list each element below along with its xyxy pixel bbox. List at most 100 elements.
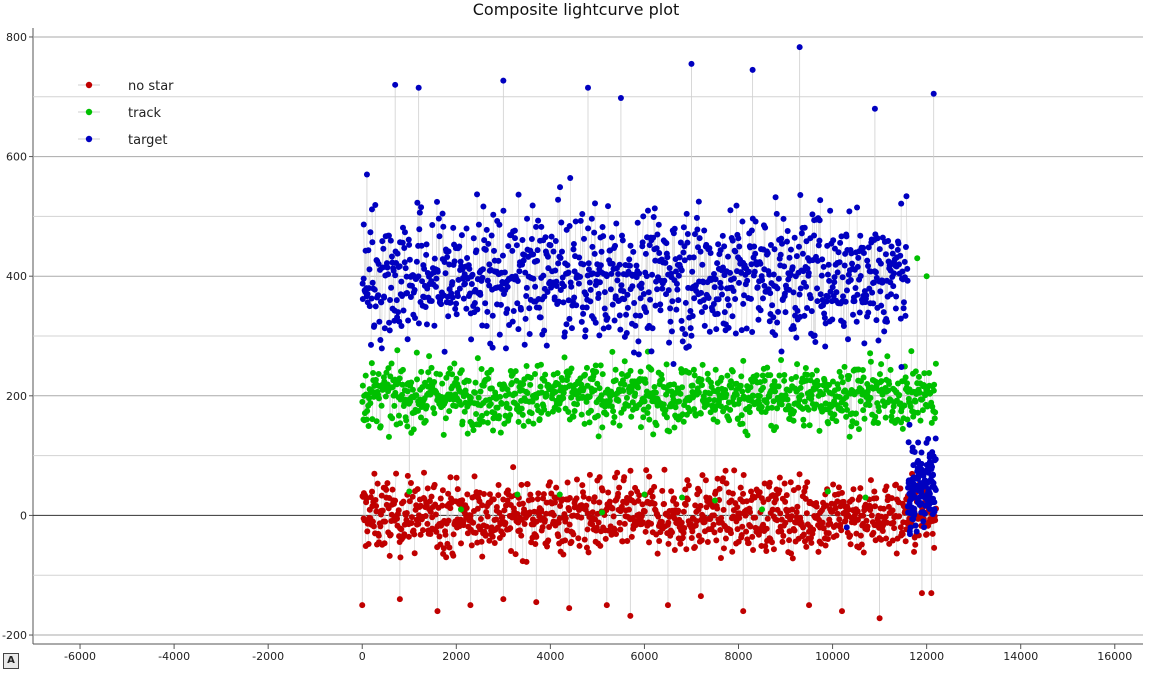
- data-point: [721, 243, 727, 249]
- data-point: [642, 508, 648, 514]
- data-point: [714, 419, 720, 425]
- data-point: [752, 269, 758, 275]
- data-point: [404, 423, 410, 429]
- data-point: [750, 547, 756, 553]
- data-point: [826, 530, 832, 536]
- data-connector: [630, 246, 631, 266]
- data-point: [778, 357, 784, 363]
- data-point: [516, 268, 522, 274]
- data-point: [382, 519, 388, 525]
- data-point: [613, 367, 619, 373]
- data-point: [725, 296, 731, 302]
- data-point: [635, 338, 641, 344]
- data-point: [834, 533, 840, 539]
- data-point: [699, 309, 705, 315]
- data-point: [488, 367, 494, 373]
- data-point: [646, 417, 652, 423]
- data-point: [405, 317, 411, 323]
- data-point: [635, 385, 641, 391]
- data-point: [379, 238, 385, 244]
- data-point: [815, 549, 821, 555]
- data-point: [738, 383, 744, 389]
- data-point: [809, 308, 815, 314]
- data-point: [375, 481, 381, 487]
- data-point: [473, 411, 479, 417]
- data-connector: [620, 391, 621, 425]
- data-point: [500, 596, 506, 602]
- data-point: [759, 506, 765, 512]
- data-point: [488, 401, 494, 407]
- data-point: [916, 374, 922, 380]
- data-point: [838, 374, 844, 380]
- data-point: [649, 272, 655, 278]
- data-connector: [670, 274, 671, 322]
- data-point: [536, 305, 542, 311]
- data-point: [932, 517, 938, 523]
- data-point: [825, 272, 831, 278]
- data-point: [786, 537, 792, 543]
- data-point: [759, 404, 765, 410]
- data-point: [797, 192, 803, 198]
- data-point: [664, 254, 670, 260]
- data-point: [806, 270, 812, 276]
- data-point: [723, 480, 729, 486]
- data-point: [430, 405, 436, 411]
- data-point: [817, 197, 823, 203]
- data-point: [875, 420, 881, 426]
- data-point: [620, 388, 626, 394]
- data-connector: [479, 225, 480, 273]
- data-point: [470, 272, 476, 278]
- data-point: [843, 299, 849, 305]
- data-point: [627, 613, 633, 619]
- data-point: [926, 370, 932, 376]
- data-point: [615, 271, 621, 277]
- data-point: [376, 319, 382, 325]
- data-point: [666, 340, 672, 346]
- data-point: [696, 390, 702, 396]
- y-tick-label: 600: [6, 151, 27, 164]
- data-point: [807, 422, 813, 428]
- data-point: [676, 273, 682, 279]
- data-point: [747, 409, 753, 415]
- data-connector: [656, 282, 657, 306]
- data-point: [830, 237, 836, 243]
- data-point: [711, 522, 717, 528]
- data-point: [643, 380, 649, 386]
- data-point: [810, 527, 816, 533]
- data-point: [638, 424, 644, 430]
- data-point: [754, 372, 760, 378]
- data-point: [668, 488, 674, 494]
- data-connector: [728, 257, 729, 328]
- data-point: [932, 415, 938, 421]
- data-point: [364, 408, 370, 414]
- data-point: [747, 384, 753, 390]
- data-point: [406, 488, 412, 494]
- data-point: [551, 512, 557, 518]
- data-point: [578, 515, 584, 521]
- data-point: [567, 223, 573, 229]
- data-point: [675, 297, 681, 303]
- data-point: [579, 482, 585, 488]
- data-point: [524, 285, 530, 291]
- data-point: [592, 200, 598, 206]
- data-point: [469, 542, 475, 548]
- chart-title: Composite lightcurve plot: [0, 0, 1152, 19]
- data-point: [460, 419, 466, 425]
- data-point: [626, 256, 632, 262]
- data-point: [405, 336, 411, 342]
- data-point: [560, 552, 566, 558]
- data-point: [645, 208, 651, 214]
- data-point: [599, 509, 605, 515]
- data-point: [526, 305, 532, 311]
- data-point: [376, 371, 382, 377]
- data-point: [379, 403, 385, 409]
- data-point: [515, 278, 521, 284]
- data-point: [776, 383, 782, 389]
- data-connector: [880, 249, 881, 291]
- data-point: [669, 529, 675, 535]
- data-point: [715, 476, 721, 482]
- data-point: [491, 496, 497, 502]
- data-point: [597, 279, 603, 285]
- data-point: [727, 207, 733, 213]
- data-point: [657, 307, 663, 313]
